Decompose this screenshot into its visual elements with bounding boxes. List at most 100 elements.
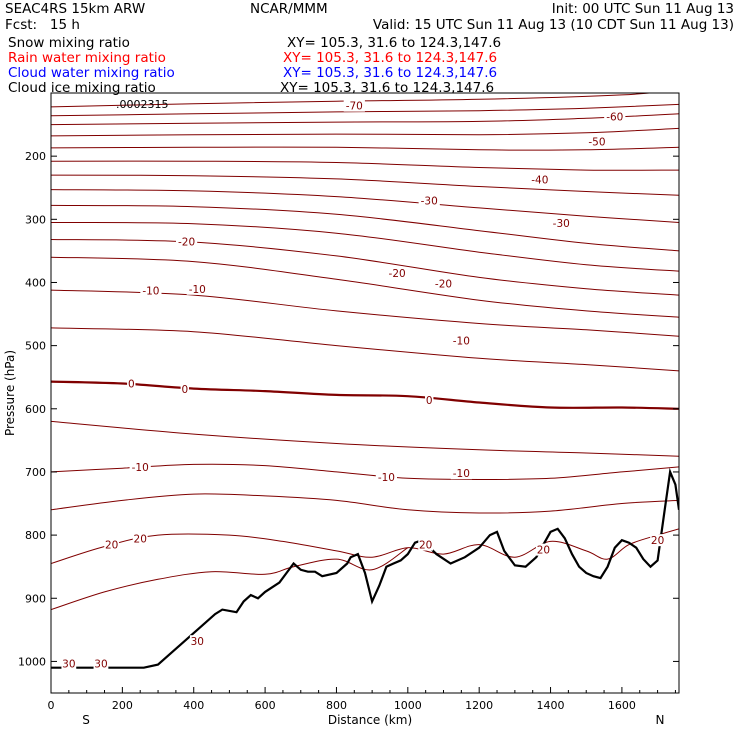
contour-label-bg [432, 277, 455, 290]
contour-label-bg [650, 534, 665, 547]
contour-label-bg [536, 543, 551, 556]
isotherm--50 [51, 146, 679, 151]
x-end-label-right: N [656, 713, 665, 727]
x-tick-label: 1400 [537, 699, 565, 712]
contour-label: -10 [453, 336, 470, 348]
isotherm-15 [51, 493, 679, 514]
field-cloudice-name: Cloud ice mixing ratio [8, 80, 156, 96]
contour-label-bg [132, 532, 148, 545]
contour-label: 20 [651, 535, 664, 547]
isotherm--30 [51, 204, 679, 252]
init-time: Init: 00 UTC Sun 11 Aug 13 [551, 1, 734, 17]
contour-label-bg [529, 173, 551, 186]
contour-label-bg [186, 282, 208, 295]
isotherm-20 [51, 528, 679, 564]
y-tick-label: 300 [25, 213, 46, 226]
x-tick-label: 600 [255, 699, 276, 712]
isotherm--10 [51, 289, 679, 337]
contour-label: -30 [553, 218, 570, 230]
x-tick-label: 400 [183, 699, 204, 712]
field-cloudwater-xy: XY= 105.3, 31.6 to 124.3,147.6 [283, 65, 498, 81]
y-tick-label: 400 [25, 276, 46, 289]
contour-label: -20 [178, 236, 195, 248]
isotherm--15 [51, 256, 679, 318]
contour-label-bg [450, 334, 472, 347]
y-tick-label: 200 [25, 150, 46, 163]
forecast-hour: Fcst: 15 h [5, 17, 80, 33]
contour-label-bg [418, 194, 440, 207]
contour-label: 0 [128, 379, 135, 391]
contour-label-bg [343, 99, 365, 112]
source-label: NCAR/MMM [250, 1, 328, 17]
contour-label: -20 [389, 268, 406, 280]
contour-label: 20 [419, 540, 432, 552]
terrain-line [51, 467, 679, 669]
isotherm-0 [51, 380, 679, 410]
isotherm--45 [51, 160, 679, 171]
contour-label-bg [93, 657, 109, 670]
contour-label-bg [425, 393, 434, 406]
x-tick-label: 1000 [394, 699, 422, 712]
x-tick-label: 800 [326, 699, 347, 712]
field-cloudice-xy: XY= 105.3, 31.6 to 124.3,147.6 [280, 80, 495, 96]
contour-label: 30 [94, 658, 107, 670]
contour-label-bg [375, 471, 398, 483]
x-end-label-left: S [82, 713, 90, 727]
contour-label: -50 [588, 137, 605, 149]
contour-label-bg [550, 217, 572, 230]
y-axis-title: Pressure (hPa) [3, 350, 17, 436]
field-snow-name: Snow mixing ratio [8, 35, 130, 51]
x-tick-label: 1200 [465, 699, 493, 712]
isotherm-5 [51, 420, 679, 457]
contour-label-bg [127, 377, 136, 390]
contour-label-bg [175, 235, 198, 248]
contour-label-bg [104, 538, 120, 551]
terrain [51, 467, 679, 669]
contour-label: 20 [134, 533, 147, 545]
contour-label: -10 [189, 284, 206, 296]
isotherm--65 [51, 103, 679, 117]
contour-label-bg [604, 110, 626, 123]
isotherm--25 [51, 221, 679, 272]
isotherm-contours [51, 93, 679, 611]
valid-time: Valid: 15 UTC Sun 11 Aug 13 (10 CDT Sun … [372, 17, 734, 33]
y-tick-label: 700 [25, 466, 46, 479]
contour-label-bg [61, 657, 77, 670]
contour-label-bg [129, 460, 151, 473]
field-cloudwater-name: Cloud water mixing ratio [8, 65, 175, 81]
contour-label: -10 [132, 462, 149, 474]
x-tick-label: 200 [112, 699, 133, 712]
contour-label-bg [140, 284, 162, 297]
contour-label: -10 [142, 286, 159, 298]
contour-label-bg [386, 267, 408, 279]
y-tick-label: 500 [25, 340, 46, 353]
isotherm--60 [51, 113, 679, 126]
contour-label: -40 [531, 175, 548, 187]
contour-label: -70 [346, 101, 363, 113]
contour-label: 0 [181, 384, 188, 396]
run-title: SEAC4RS 15km ARW [5, 1, 146, 17]
contour-label-bg [418, 538, 434, 551]
y-tick-label: 600 [25, 403, 46, 416]
isotherm-10 [51, 463, 679, 480]
x-tick-label: 1600 [608, 699, 636, 712]
y-tick-label: 900 [25, 592, 46, 605]
isotherm--55 [51, 127, 679, 137]
top-annotation: .0002315 [116, 98, 169, 111]
contour-label: 20 [105, 540, 118, 552]
x-tick-label: 0 [48, 699, 55, 712]
isotherm--35 [51, 189, 679, 223]
contour-label: -10 [453, 468, 470, 480]
isotherm--40 [51, 174, 679, 196]
contour-label: 20 [537, 545, 550, 557]
contour-label: -60 [606, 111, 623, 123]
contour-label: -10 [378, 472, 395, 484]
field-rain-name: Rain water mixing ratio [8, 50, 166, 66]
contour-label-bg [189, 635, 205, 648]
isotherm-25 [51, 547, 409, 611]
contour-label: -20 [435, 279, 452, 291]
contour-label: -30 [421, 195, 438, 207]
y-tick-label: 800 [25, 529, 46, 542]
field-rain-xy: XY= 105.3, 31.6 to 124.3,147.6 [283, 50, 498, 66]
